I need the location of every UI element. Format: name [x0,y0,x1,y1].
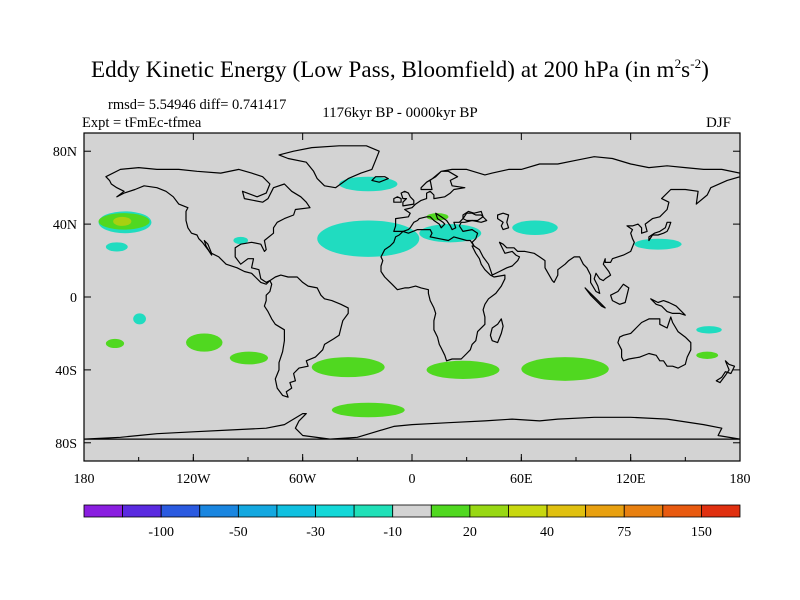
colorbar-box [623,504,664,518]
colorbar-box [546,504,587,518]
season-label: DJF [706,115,732,131]
anomaly-region [331,402,405,418]
y-tick-label: 40S [55,364,77,379]
colorbar-box [83,504,123,518]
japan-coast [648,221,672,242]
colorbar-label: 20 [463,525,477,540]
antarctica-coast [84,413,740,440]
new-zealand-coast [715,360,736,384]
x-tick-label: 180 [74,472,95,487]
x-tick-label: 0 [409,472,416,487]
madagascar-coast [489,318,504,344]
colorbar-box [122,504,162,518]
africa-coast [380,229,506,362]
x-tick-label: 120W [176,472,211,487]
x-tick-label: 180 [730,472,751,487]
south-america-coast [263,274,349,398]
colorbar-box [353,504,394,518]
anomaly-region [634,238,682,250]
colorbar-box [315,504,355,518]
anomaly-region [186,333,223,352]
borneo-coast [610,283,630,305]
y-tick-label: 0 [70,291,77,306]
new-guinea-coast [650,298,686,316]
anomaly-region [521,357,609,381]
colorbar-box [701,504,741,518]
colorbar-box [237,504,278,518]
greenland-coast [278,145,380,189]
colorbar: -100 -50 -30 -10 20 40 75 150 [83,504,741,540]
anomaly-region [105,338,125,349]
anomaly-region [696,326,722,334]
colorbar-box [160,504,201,518]
colorbar-box [199,504,239,518]
anomaly-region [105,242,128,252]
y-tick-label: 80N [53,145,77,160]
black-sea-coast [462,210,484,222]
anomaly-region [229,351,269,365]
experiment-label: Expt = tFmEc-tfmea [82,115,202,131]
australia-coast [617,316,692,369]
colorbar-label: -30 [306,525,325,540]
caspian-coast [497,212,510,231]
colorbar-box [276,504,316,518]
colorbar-box [392,504,432,518]
iceland-coast [371,176,389,183]
colorbar-label: 150 [691,525,712,540]
british-isles-coast [400,190,415,207]
anomaly-region [512,220,558,236]
colorbar-box [662,504,702,518]
anomaly-region [696,351,719,359]
colorbar-label: -100 [148,525,174,540]
anomaly-region [113,216,132,226]
stats-text: rmsd= 5.54946 diff= 0.741417 [108,97,287,113]
y-tick-label: 80S [55,437,77,452]
map-background [84,133,740,461]
colorbar-box [430,504,471,518]
period-label: 1176kyr BP - 0000kyr BP [322,105,478,121]
chart-title: Eddy Kinetic Energy (Low Pass, Bloomfiel… [90,56,710,82]
sumatra-coast [584,287,606,309]
colorbar-label: -10 [383,525,402,540]
anomaly-region [233,236,248,245]
anomaly-region [133,313,146,325]
colorbar-box [508,504,548,518]
anomaly-region [426,360,500,379]
x-tick-label: 60E [510,472,533,487]
x-tick-label: 120E [616,472,646,487]
axis-ticks: 180 120W 60W 0 60E 120E 180 80N 40N 0 40S 80S [53,133,751,487]
colorbar-label: 40 [540,525,554,540]
coastlines [84,145,740,440]
anomaly-region [317,220,420,257]
colorbar-label: 75 [617,525,631,540]
ireland-coast [393,196,402,203]
anomaly-region [311,357,385,378]
colorbar-box [469,504,509,518]
x-tick-label: 60W [289,472,317,487]
colorbar-label: -50 [229,525,248,540]
north-america-coast [105,167,311,285]
colorbar-box [585,504,625,518]
y-tick-label: 40N [53,218,77,233]
